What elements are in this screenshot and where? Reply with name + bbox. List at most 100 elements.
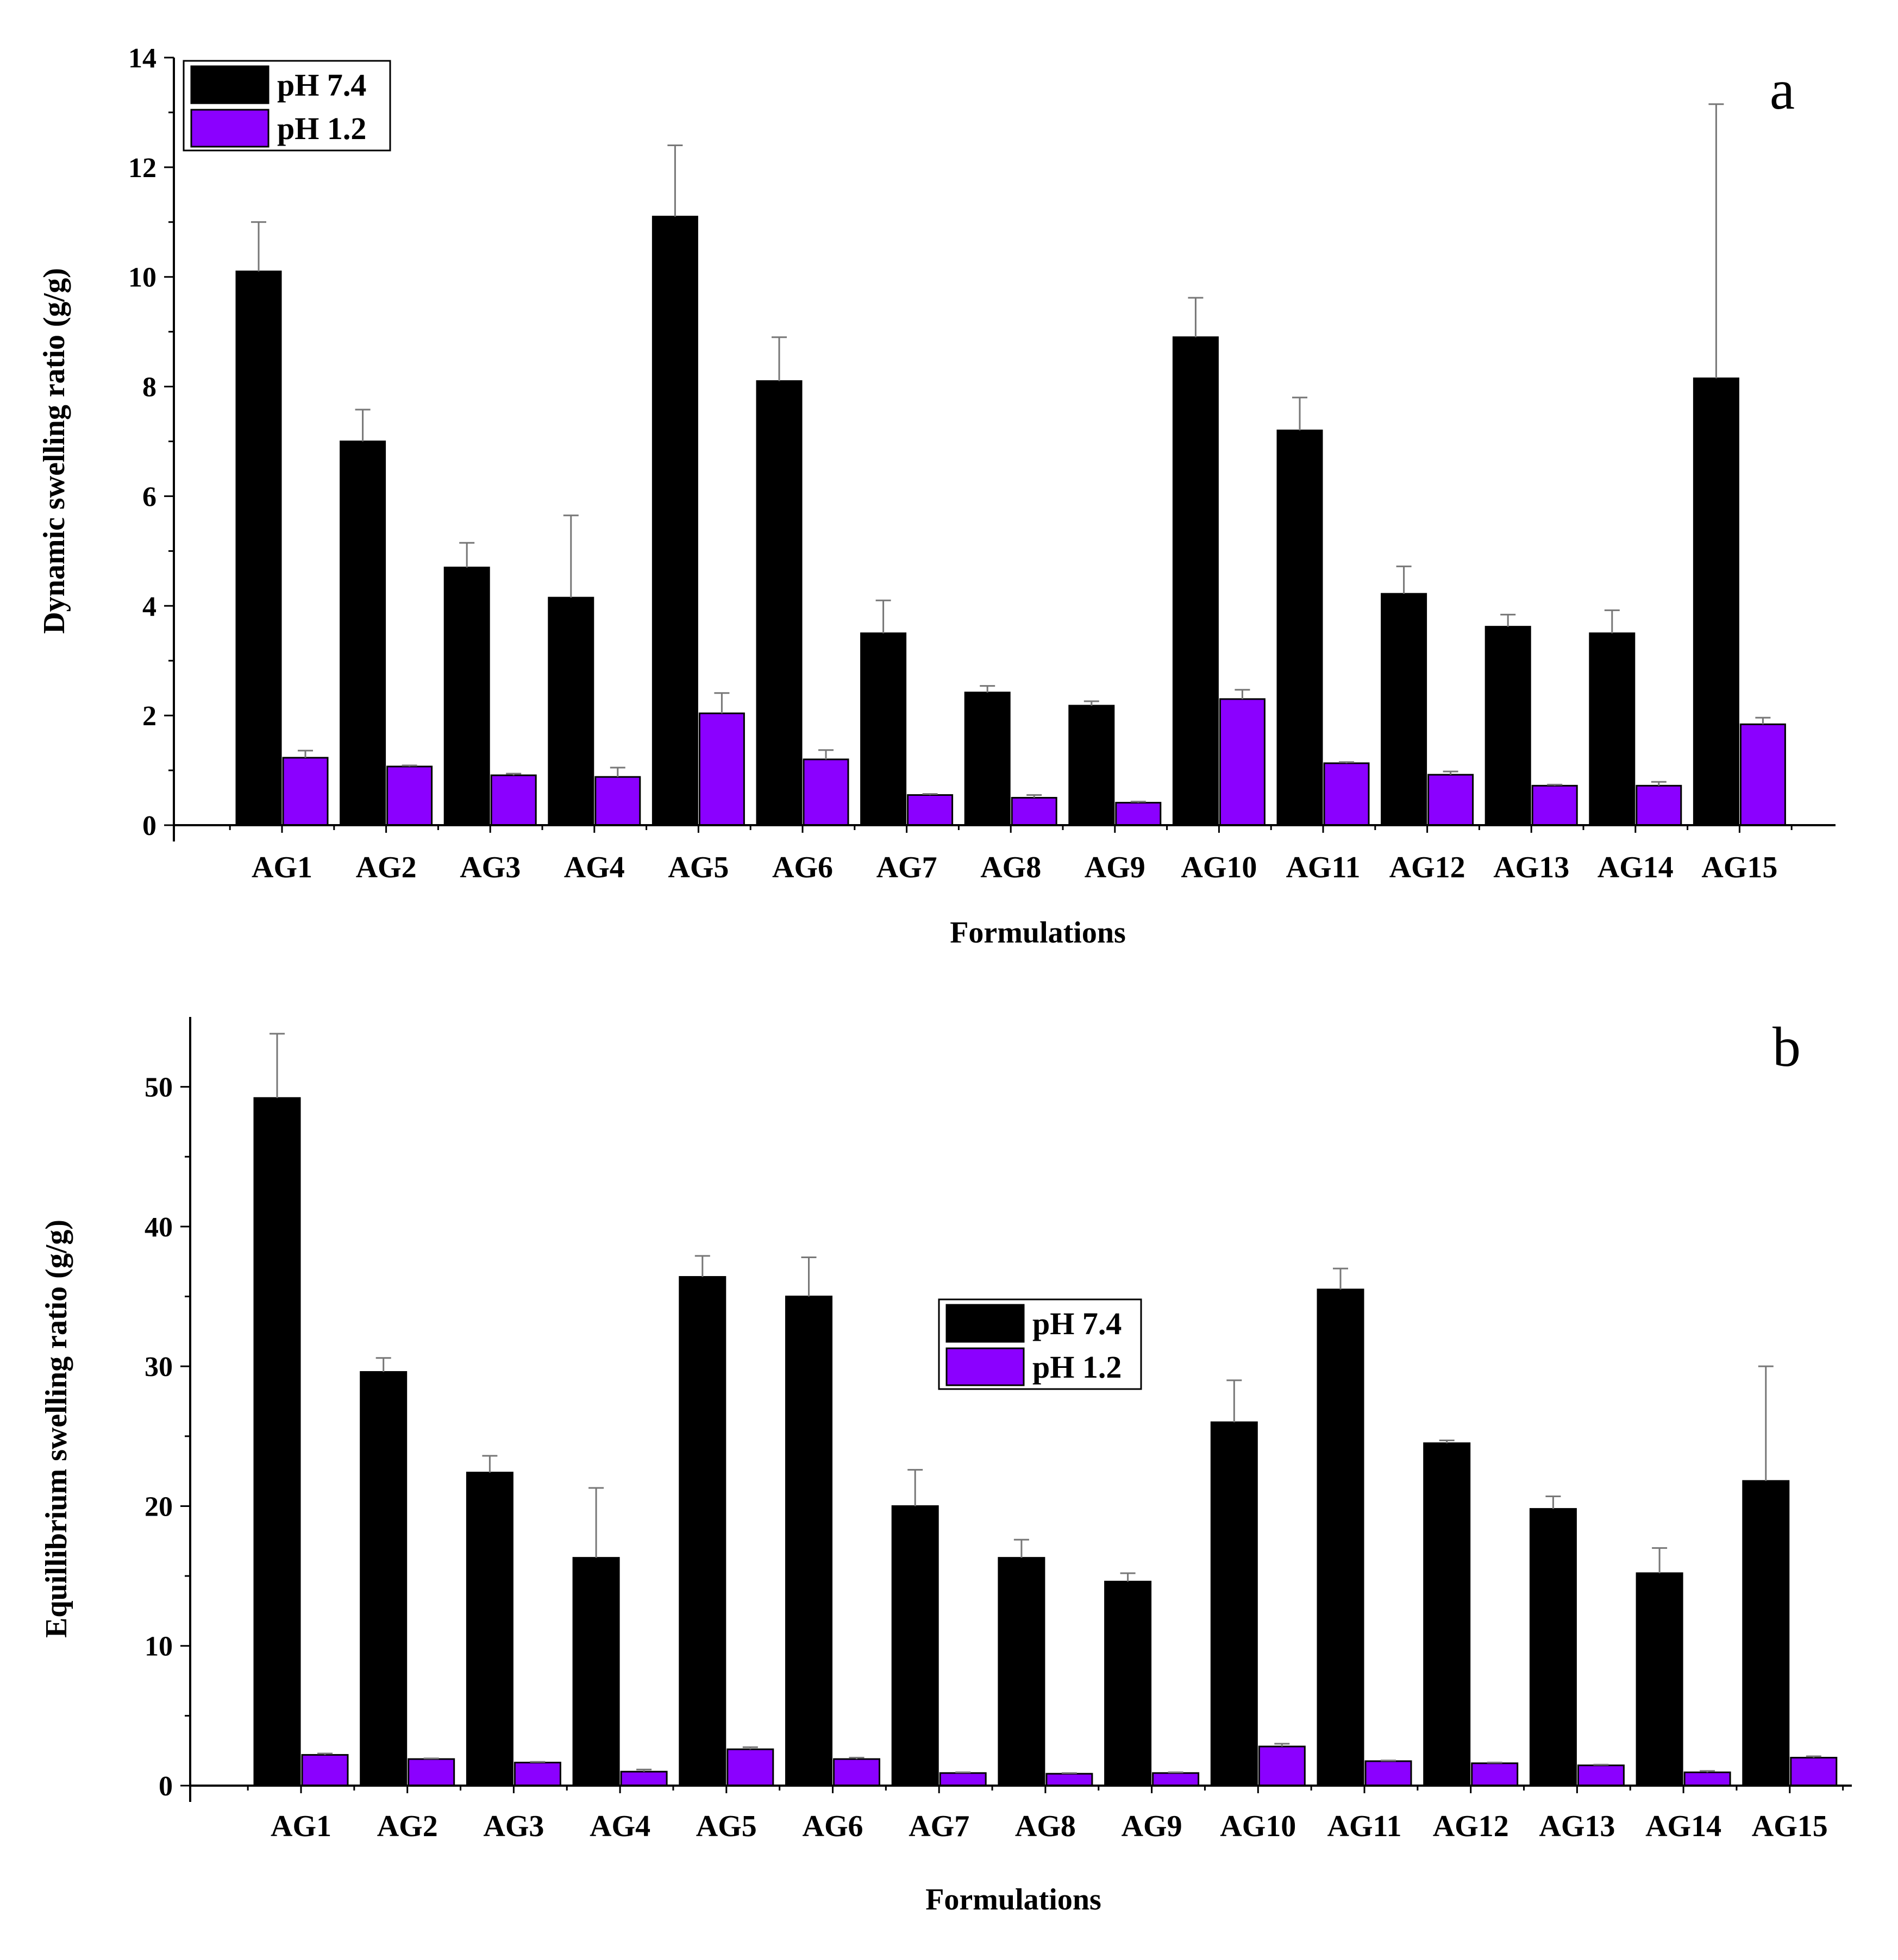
bar-ph12-ag8	[1045, 1773, 1093, 1787]
legend-swatch-ph12	[190, 109, 270, 148]
y-tick-label: 14	[128, 43, 156, 74]
bar-ph12-ag1	[282, 757, 329, 826]
bar-ph74-ag6	[785, 1296, 832, 1787]
bar-ph12-ag4	[594, 776, 641, 826]
bar-ph12-ag5	[698, 712, 745, 826]
legend-swatch-ph12	[945, 1347, 1025, 1386]
bar-ph12-ag11	[1364, 1760, 1412, 1787]
bar-ph12-ag7	[907, 794, 954, 826]
bar-ph74-ag4	[572, 1557, 620, 1787]
bar-ph74-ag8	[998, 1557, 1045, 1787]
bar-ph12-ag2	[386, 765, 433, 826]
bar-ph74-ag7	[860, 632, 907, 826]
x-tick-label: AG7	[876, 851, 937, 884]
x-tick-label: AG14	[1645, 1810, 1721, 1843]
legend: pH 7.4 pH 1.2	[183, 60, 391, 152]
bar-ph74-ag10	[1172, 336, 1219, 826]
bar-ph12-ag15	[1739, 723, 1786, 826]
bar-ph74-ag10	[1210, 1421, 1258, 1787]
x-tick-label: AG1	[271, 1810, 331, 1843]
bar-ph12-ag6	[803, 758, 849, 826]
bar-ph74-ag5	[652, 216, 698, 826]
x-tick-label: AG7	[909, 1810, 969, 1843]
bar-ph74-ag2	[340, 441, 386, 826]
y-axis-title: Equillibrium swelling ratio (g/g)	[40, 1220, 73, 1638]
bar-ph74-ag11	[1276, 429, 1323, 826]
bar-ph12-ag11	[1323, 762, 1370, 826]
x-tick-label: AG10	[1181, 851, 1257, 884]
legend-swatch-ph74	[945, 1304, 1025, 1343]
bar-ph12-ag4	[620, 1770, 668, 1787]
y-tick-label: 30	[145, 1352, 173, 1383]
bar-ph74-ag8	[964, 692, 1011, 826]
x-tick-label: AG9	[1122, 1810, 1182, 1843]
bar-ph74-ag6	[756, 380, 803, 826]
bar-ph74-ag15	[1742, 1480, 1790, 1787]
bar-ph74-ag13	[1484, 626, 1531, 826]
bar-ph12-ag3	[490, 774, 537, 826]
y-tick-label: 50	[145, 1072, 173, 1103]
bar-ph74-ag11	[1317, 1289, 1364, 1787]
bar-ph12-ag12	[1427, 774, 1474, 826]
x-tick-label: AG1	[252, 851, 312, 884]
x-tick-label: AG12	[1433, 1810, 1509, 1843]
y-tick-label: 0	[142, 811, 156, 841]
x-tick-label: AG9	[1085, 851, 1145, 884]
bar-ph12-ag8	[1011, 797, 1057, 826]
y-tick-label: 12	[128, 153, 156, 184]
bar-ph12-ag12	[1471, 1762, 1519, 1787]
legend: pH 7.4 pH 1.2	[938, 1298, 1142, 1390]
legend-label-ph74: pH 7.4	[277, 67, 366, 103]
x-axis-title: Formulations	[925, 1883, 1101, 1917]
x-tick-label: AG4	[590, 1810, 650, 1843]
bar-ph12-ag2	[408, 1758, 455, 1787]
legend-label-ph12: pH 1.2	[1032, 1349, 1122, 1385]
x-axis-title: Formulations	[950, 916, 1126, 950]
x-tick-label: AG8	[1015, 1810, 1076, 1843]
panel-b-chart: b Formulations Equillibrium swelling rat…	[40, 1016, 1852, 1917]
bar-ph12-ag9	[1152, 1772, 1200, 1787]
legend-label-ph74: pH 7.4	[1032, 1306, 1122, 1341]
x-tick-label: AG12	[1389, 851, 1465, 884]
x-tick-label: AG6	[772, 851, 833, 884]
y-tick-label: 10	[128, 262, 156, 293]
bar-ph12-ag3	[513, 1762, 561, 1787]
legend-swatch-ph74	[190, 65, 270, 104]
bar-ph74-ag1	[235, 271, 282, 826]
bar-ph12-ag1	[301, 1754, 349, 1787]
legend-label-ph12: pH 1.2	[277, 111, 366, 146]
bar-ph74-ag12	[1381, 593, 1427, 826]
bar-ph74-ag14	[1636, 1572, 1683, 1787]
bar-ph12-ag5	[726, 1748, 774, 1787]
x-tick-label: AG15	[1701, 851, 1777, 884]
bar-ph12-ag15	[1790, 1757, 1838, 1787]
panel-a-chart: a Formulations Dynamic swelling ratio (g…	[37, 43, 1836, 950]
bar-ph74-ag15	[1693, 377, 1739, 826]
x-tick-label: AG14	[1598, 851, 1674, 884]
y-tick-label: 20	[145, 1491, 173, 1522]
bar-ph12-ag9	[1115, 802, 1162, 826]
bar-ph74-ag9	[1068, 705, 1115, 826]
y-axis-title: Dynamic swelling ratio (g/g)	[37, 268, 71, 633]
bar-ph12-ag13	[1577, 1764, 1625, 1787]
y-tick-label: 40	[145, 1212, 173, 1243]
x-tick-label: AG3	[483, 1810, 544, 1843]
x-tick-label: AG8	[980, 851, 1041, 884]
x-tick-label: AG10	[1220, 1810, 1296, 1843]
bar-ph74-ag7	[891, 1505, 939, 1787]
x-tick-label: AG13	[1539, 1810, 1615, 1843]
x-tick-label: AG11	[1286, 851, 1361, 884]
x-tick-label: AG3	[460, 851, 521, 884]
x-tick-label: AG6	[803, 1810, 863, 1843]
bar-ph12-ag6	[833, 1758, 880, 1787]
bar-ph74-ag4	[548, 596, 594, 826]
x-tick-label: AG2	[356, 851, 417, 884]
bar-ph12-ag13	[1531, 784, 1578, 826]
bar-ph12-ag14	[1636, 784, 1682, 826]
bar-ph74-ag12	[1423, 1442, 1471, 1787]
panel-letter: b	[1772, 1016, 1801, 1078]
y-tick-label: 6	[142, 481, 156, 512]
bar-ph12-ag10	[1258, 1745, 1306, 1787]
bar-ph74-ag3	[443, 567, 490, 826]
